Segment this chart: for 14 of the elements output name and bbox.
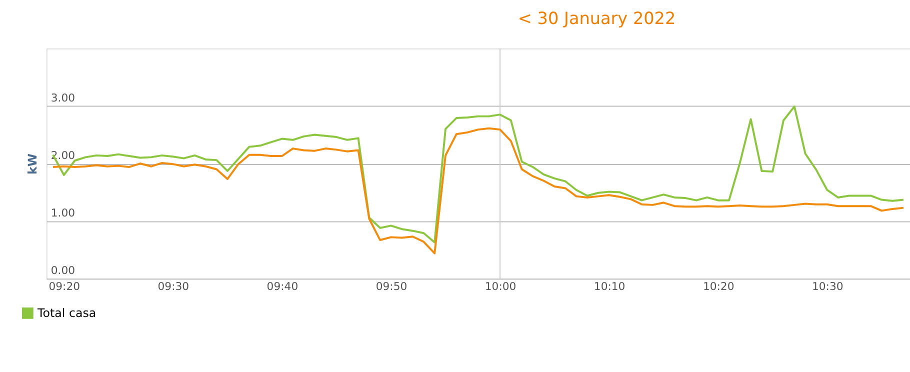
legend-label: Total casa [36,306,96,320]
y-axis-title: kW [26,154,40,174]
y-tick-label: 1.00 [50,206,76,220]
x-tick-label: 09:50 [376,280,408,293]
x-tick-label: 09:40 [266,280,298,293]
x-tick-label: 10:30 [812,280,844,293]
y-tick-label: 3.00 [50,92,76,105]
x-tick-label: 09:30 [158,280,190,293]
chart-title: < 30 January 2022 [518,8,676,28]
y-tick-label: 0.00 [50,264,76,278]
x-tick-label: 10:20 [702,280,734,293]
x-tick-label: 09:20 [48,280,80,293]
x-tick-label: 10:10 [594,280,626,293]
x-tick-label: 10:00 [484,280,516,293]
